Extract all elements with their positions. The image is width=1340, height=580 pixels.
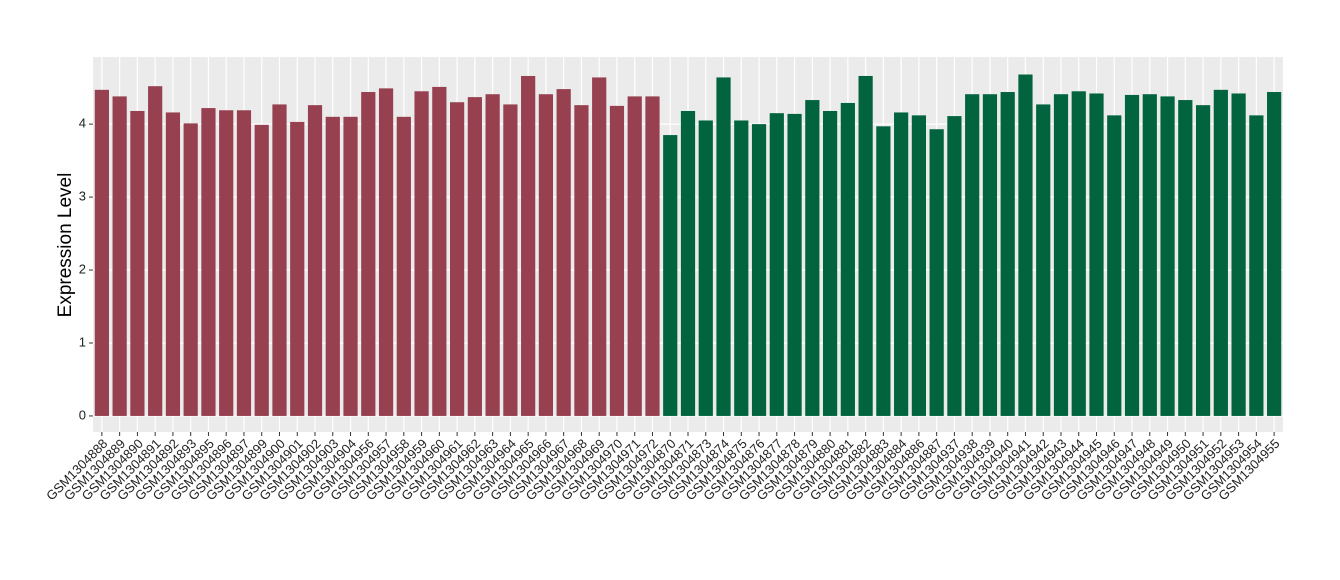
bar [1195, 105, 1211, 416]
y-tick-label: 4 [79, 116, 86, 131]
bar [556, 89, 571, 416]
bar [1142, 94, 1157, 416]
y-axis-label: Expression Level [55, 173, 76, 318]
bar [894, 112, 909, 416]
bar [1213, 89, 1228, 416]
bar [1160, 96, 1175, 416]
bar [680, 110, 696, 416]
bar [822, 110, 838, 416]
bar [396, 116, 411, 416]
bar [538, 94, 554, 416]
bar [1124, 94, 1140, 416]
bar [130, 110, 145, 416]
bar [94, 89, 109, 416]
y-tick-label: 3 [79, 189, 86, 204]
bar [663, 135, 678, 416]
bar [627, 96, 642, 416]
bar [432, 86, 447, 416]
bar [787, 113, 802, 416]
bar [947, 116, 962, 416]
y-tick-label: 1 [79, 334, 86, 349]
bar [254, 124, 269, 416]
bar [290, 121, 305, 416]
bar [1231, 93, 1246, 416]
bar [219, 110, 234, 416]
bar [609, 105, 625, 416]
bar [201, 108, 216, 416]
bar [929, 129, 944, 416]
bar [1107, 115, 1122, 416]
bar [467, 97, 482, 416]
bar [361, 92, 376, 416]
bar [272, 104, 287, 416]
bar [840, 102, 855, 416]
bar [1018, 74, 1033, 416]
bar [1178, 100, 1193, 416]
bar [592, 77, 607, 416]
bar [343, 116, 358, 416]
bar [876, 126, 891, 416]
bar [965, 94, 980, 416]
bar [165, 112, 181, 416]
bar [911, 115, 926, 416]
bar [1089, 93, 1104, 416]
bar [112, 96, 127, 416]
bar [769, 113, 784, 416]
bar [183, 123, 198, 416]
bar [236, 110, 252, 416]
bar [1071, 91, 1086, 416]
bar [982, 94, 998, 416]
bar [1000, 92, 1015, 416]
bar [485, 94, 500, 416]
bar [751, 124, 767, 416]
bar [858, 75, 873, 416]
bar [378, 88, 394, 416]
bar [1036, 104, 1051, 416]
bar [148, 86, 163, 416]
bar [414, 91, 429, 416]
bar [805, 100, 820, 416]
bar [450, 102, 465, 416]
bar [698, 120, 713, 416]
bar [734, 120, 749, 416]
bar [307, 105, 323, 416]
bar [645, 96, 660, 416]
y-tick-label: 2 [79, 261, 86, 276]
y-tick-label: 0 [79, 407, 86, 422]
bar [521, 75, 536, 416]
bar [1053, 94, 1069, 416]
bar [503, 104, 518, 416]
bar [325, 116, 340, 416]
bar [1267, 92, 1282, 416]
bar [716, 77, 731, 416]
bar [1249, 115, 1264, 416]
bar [574, 105, 589, 416]
